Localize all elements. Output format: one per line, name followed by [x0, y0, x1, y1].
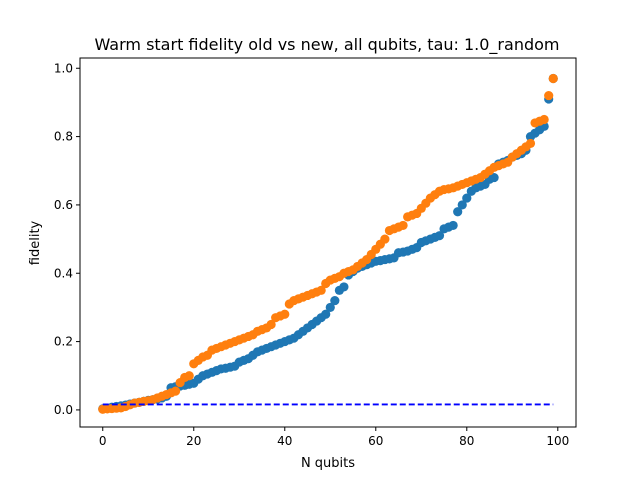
x-tick-label: 40 [277, 434, 292, 448]
data-point [184, 371, 194, 381]
data-point [316, 285, 326, 295]
y-axis-label: fidelity [28, 220, 43, 265]
x-tick-label: 100 [546, 434, 569, 448]
x-axis-ticks: 0 20 40 60 80 100 [99, 427, 569, 448]
y-tick-label: 0.2 [54, 335, 73, 349]
y-axis-ticks: 0.0 0.2 0.4 0.6 0.8 1.0 [54, 61, 80, 417]
data-point [266, 319, 276, 330]
data-point [544, 90, 554, 101]
x-tick-label: 20 [186, 434, 201, 448]
chart-title: Warm start fidelity old vs new, all qubi… [95, 35, 560, 55]
data-point [434, 231, 445, 241]
data-point [548, 73, 558, 84]
x-tick-label: 60 [368, 434, 383, 448]
y-tick-label: 0.6 [54, 198, 73, 212]
data-point [448, 220, 458, 231]
data-point [380, 234, 390, 244]
data-point [525, 138, 536, 149]
data-point [339, 282, 349, 292]
data-point [325, 302, 335, 313]
data-point [489, 172, 499, 183]
y-tick-label: 0.0 [54, 403, 73, 417]
data-point [321, 309, 331, 319]
data-point [330, 295, 340, 306]
data-points [98, 73, 558, 414]
data-point [280, 309, 290, 319]
data-point [453, 207, 463, 217]
data-point [462, 193, 472, 203]
data-point [457, 200, 467, 210]
data-point [539, 114, 549, 125]
x-axis-label: N qubits [301, 456, 355, 471]
y-tick-label: 0.8 [54, 130, 73, 144]
plot-area [79, 57, 577, 428]
x-tick-label: 80 [459, 434, 474, 448]
data-point [398, 220, 408, 231]
x-tick-label: 0 [99, 434, 107, 448]
y-tick-label: 0.4 [54, 266, 73, 280]
data-point [170, 386, 181, 396]
y-tick-label: 1.0 [54, 61, 73, 75]
